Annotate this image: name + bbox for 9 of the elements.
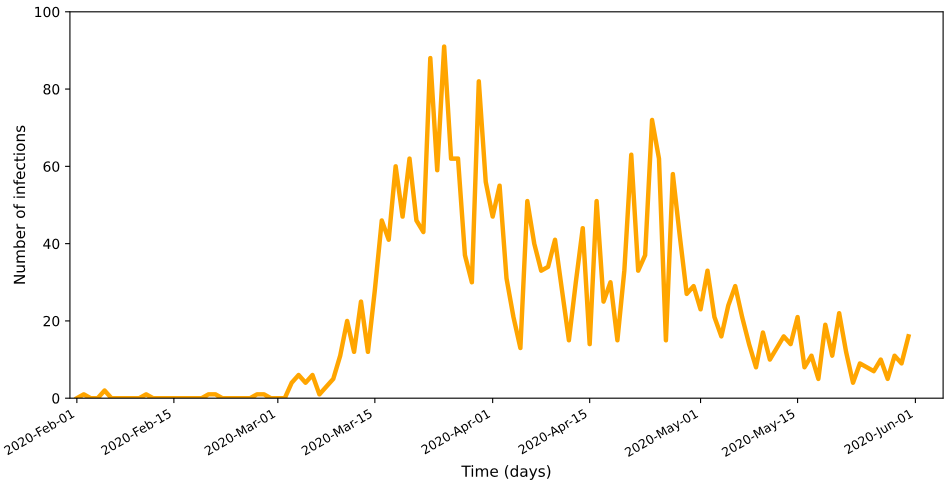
y-tick-label: 60: [44, 161, 60, 172]
y-tick-label: 80: [43, 84, 60, 95]
y-tick-label: 0: [52, 393, 60, 404]
x-axis-title: Time (days): [461, 465, 550, 480]
y-axis-title: Number of infections: [13, 126, 26, 284]
y-tick-label: 20: [44, 316, 60, 326]
y-tick-label: 100: [35, 6, 60, 18]
y-tick-label: 40: [43, 238, 60, 250]
line-series: [74, 44, 911, 398]
